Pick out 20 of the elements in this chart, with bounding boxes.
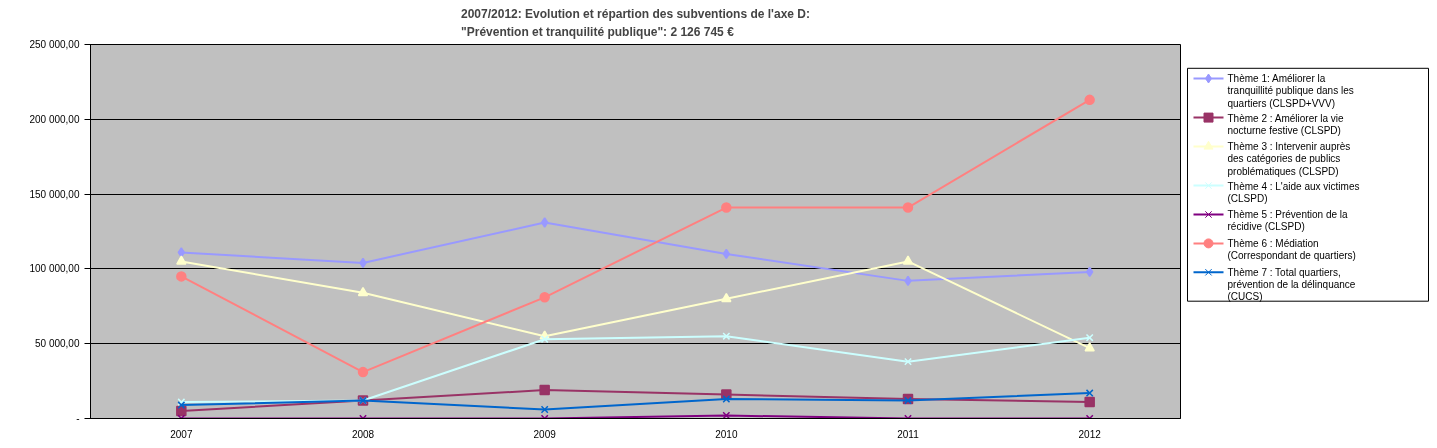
- y-tick-label: 50 000,00: [35, 338, 80, 350]
- y-tick-label: 250 000,00: [29, 39, 80, 50]
- x-tick-label: 2011: [897, 428, 920, 440]
- chart-title: 2007/2012: Evolution et répartion des subventions de l'axe D: "Prévention et tranquilité publique": 2 126 745 €: [461, 7, 810, 40]
- legend-label: Thème 1: Améliorer la tranquillité publique dans les quartiers (CLSPD+VVV): [1227, 73, 1354, 109]
- y-tick-label: -: [76, 413, 80, 424]
- x-tick-label: 2008: [351, 428, 375, 440]
- y-tick-label: 100 000,00: [29, 263, 80, 275]
- legend-label: Thème 3 : Intervenir auprès des catégories de publics problématiques (CLSPD): [1227, 141, 1351, 177]
- x-tick-label: 2012: [1078, 428, 1102, 440]
- legend-label: Thème 4 : L'aide aux victimes (CLSPD): [1227, 180, 1360, 204]
- legend-label: Thème 7 : Total quartiers, prévention de la délinquance (CUCS): [1227, 267, 1356, 303]
- legend-label: Thème 5 : Prévention de la récidive (CLSPD): [1227, 209, 1349, 233]
- x-tick-label: 2010: [715, 428, 738, 440]
- legend-label: Thème 2 : Améliorer la vie nocturne festive (CLSPD): [1227, 112, 1345, 136]
- x-tick-label: 2009: [533, 428, 557, 440]
- y-tick-label: 150 000,00: [29, 188, 80, 200]
- legend-label: Thème 6 : Médiation (Correspondant de quartiers): [1227, 238, 1356, 262]
- x-tick-label: 2007: [170, 428, 193, 440]
- y-tick-label: 200 000,00: [29, 113, 80, 125]
